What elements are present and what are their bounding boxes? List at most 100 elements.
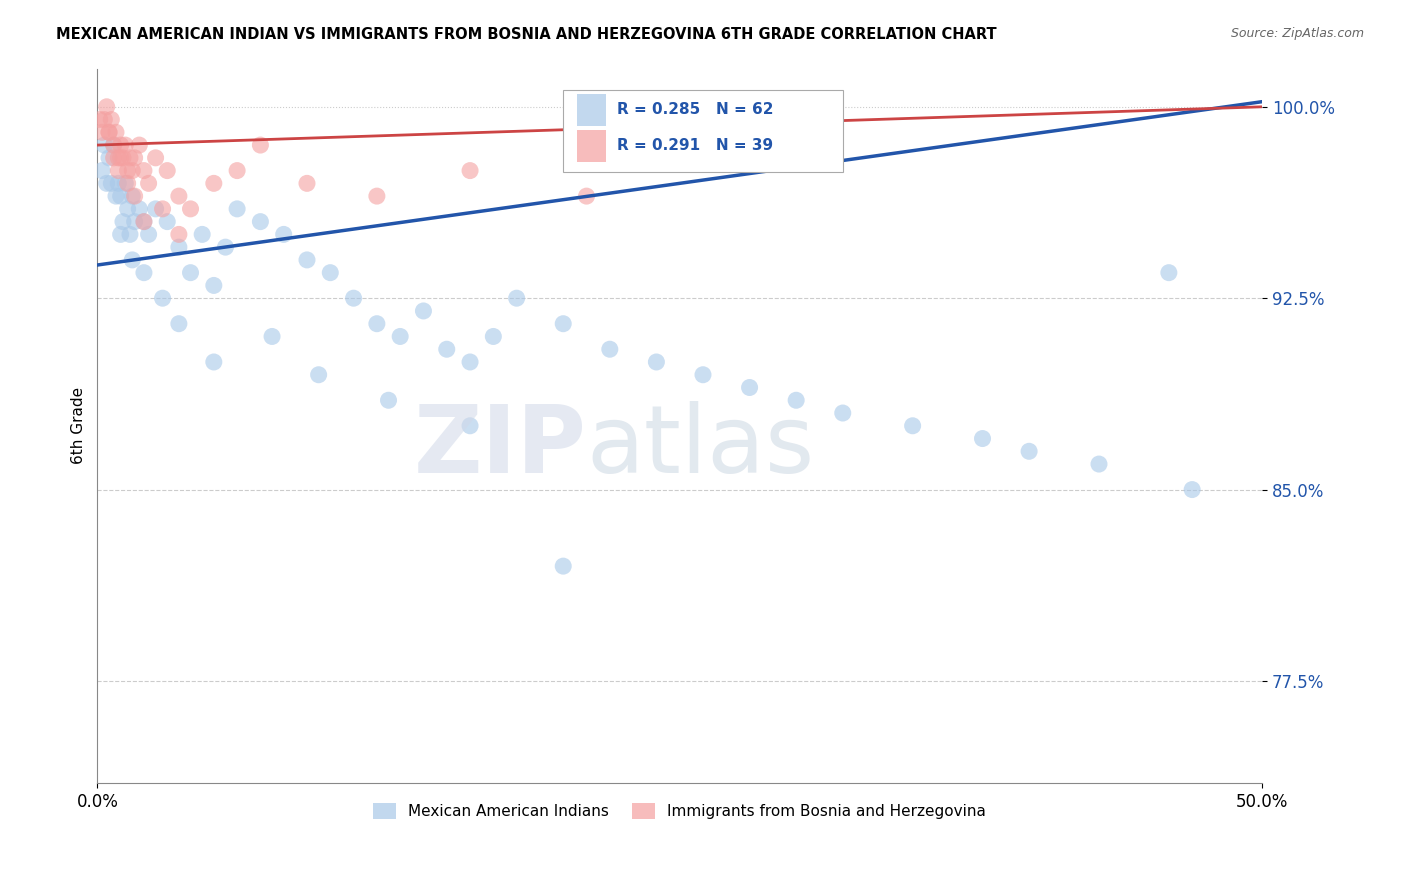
Legend: Mexican American Indians, Immigrants from Bosnia and Herzegovina: Mexican American Indians, Immigrants fro… — [367, 797, 993, 825]
Point — [249, 214, 271, 228]
Point — [901, 418, 924, 433]
Point — [107, 177, 129, 191]
Point — [412, 304, 434, 318]
Point — [98, 151, 121, 165]
Text: R = 0.285   N = 62: R = 0.285 N = 62 — [617, 102, 773, 117]
Point — [295, 252, 318, 267]
Point — [98, 125, 121, 139]
Point — [202, 355, 225, 369]
Point — [191, 227, 214, 242]
Text: atlas: atlas — [586, 401, 814, 493]
Point — [553, 317, 575, 331]
Text: MEXICAN AMERICAN INDIAN VS IMMIGRANTS FROM BOSNIA AND HERZEGOVINA 6TH GRADE CORR: MEXICAN AMERICAN INDIAN VS IMMIGRANTS FR… — [56, 27, 997, 42]
Point — [308, 368, 330, 382]
Point — [599, 343, 621, 357]
Point — [114, 138, 136, 153]
Point — [972, 432, 994, 446]
Point — [103, 151, 125, 165]
Point — [167, 240, 190, 254]
Point — [91, 125, 114, 139]
Point — [114, 177, 136, 191]
Point — [89, 112, 111, 127]
Point — [103, 138, 125, 153]
Point — [458, 163, 481, 178]
Point — [785, 393, 807, 408]
Point — [152, 202, 174, 216]
Point — [110, 227, 132, 242]
Point — [100, 177, 122, 191]
Point — [295, 177, 318, 191]
Point — [273, 227, 295, 242]
Point — [132, 163, 155, 178]
Point — [145, 151, 167, 165]
Point — [366, 189, 388, 203]
Point — [482, 329, 505, 343]
Point — [167, 317, 190, 331]
Point — [377, 393, 399, 408]
Point — [103, 138, 125, 153]
Bar — [578, 130, 606, 162]
Point — [738, 380, 761, 394]
Point — [110, 189, 132, 203]
Point — [505, 291, 527, 305]
Point — [104, 125, 127, 139]
Point — [138, 177, 160, 191]
Point — [118, 227, 141, 242]
Point — [93, 138, 115, 153]
Text: ZIP: ZIP — [413, 401, 586, 493]
Point — [831, 406, 853, 420]
Point — [100, 112, 122, 127]
Point — [96, 100, 118, 114]
Point — [692, 368, 714, 382]
Point — [117, 177, 139, 191]
Point — [458, 418, 481, 433]
Point — [260, 329, 283, 343]
Point — [436, 343, 458, 357]
Point — [366, 317, 388, 331]
Point — [202, 177, 225, 191]
Point — [645, 355, 668, 369]
Point — [214, 240, 236, 254]
Point — [124, 214, 146, 228]
Point — [249, 138, 271, 153]
Point — [132, 214, 155, 228]
Point — [1088, 457, 1111, 471]
Point — [124, 151, 146, 165]
Point — [111, 151, 134, 165]
Point — [458, 355, 481, 369]
Point — [1157, 266, 1180, 280]
Y-axis label: 6th Grade: 6th Grade — [72, 387, 86, 465]
Point — [180, 202, 202, 216]
Point — [167, 227, 190, 242]
Point — [128, 202, 150, 216]
Text: R = 0.291   N = 39: R = 0.291 N = 39 — [617, 138, 773, 153]
Point — [553, 559, 575, 574]
Point — [110, 138, 132, 153]
Point — [226, 163, 249, 178]
Point — [121, 189, 143, 203]
Point — [107, 151, 129, 165]
Point — [124, 189, 146, 203]
Point — [118, 151, 141, 165]
Point — [110, 151, 132, 165]
Point — [111, 214, 134, 228]
Point — [152, 291, 174, 305]
Point — [98, 125, 121, 139]
Point — [107, 163, 129, 178]
Point — [96, 177, 118, 191]
Point — [117, 163, 139, 178]
Point — [104, 189, 127, 203]
Point — [128, 138, 150, 153]
Point — [180, 266, 202, 280]
Point — [93, 112, 115, 127]
Point — [319, 266, 342, 280]
Point — [138, 227, 160, 242]
Point — [342, 291, 364, 305]
Point — [145, 202, 167, 216]
Point — [91, 163, 114, 178]
Text: Source: ZipAtlas.com: Source: ZipAtlas.com — [1230, 27, 1364, 40]
Point — [156, 163, 179, 178]
Point — [121, 163, 143, 178]
Point — [132, 214, 155, 228]
Point — [389, 329, 412, 343]
